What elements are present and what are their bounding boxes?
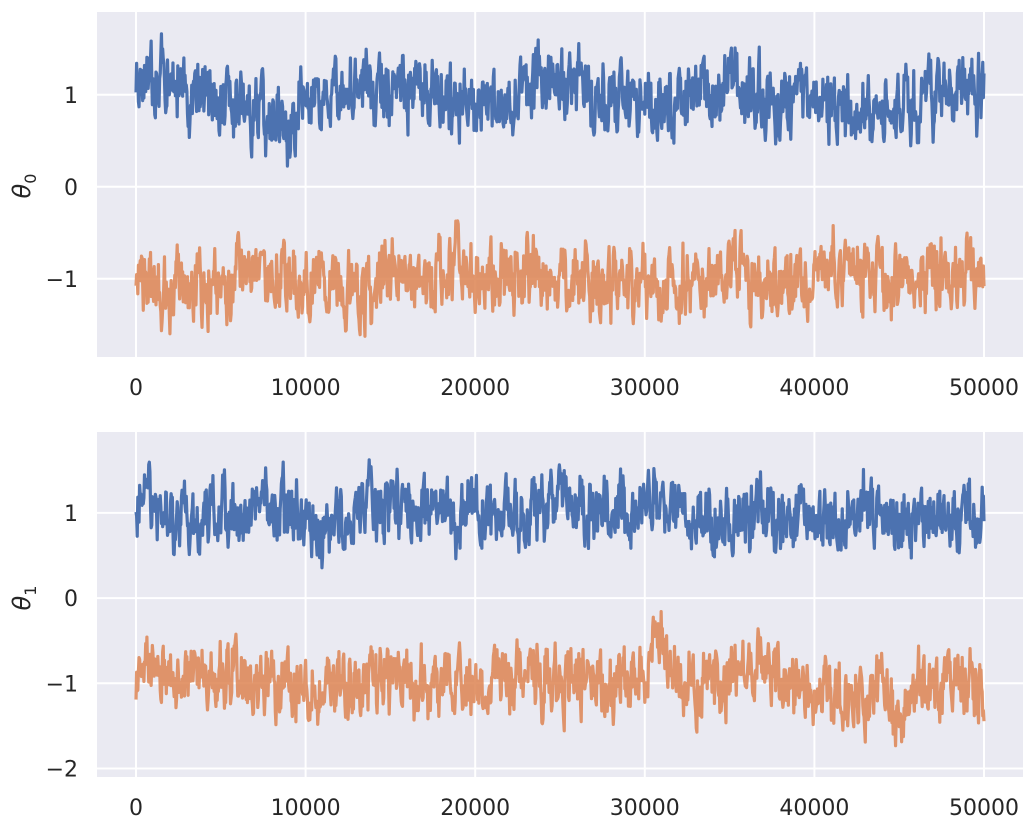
x-tick-labels-theta0: 0 10000 20000 30000 40000 50000 bbox=[129, 376, 1019, 401]
y-axis-label-theta0: θ0 bbox=[8, 174, 40, 199]
x-tick-label: 20000 bbox=[440, 376, 510, 401]
panel-theta0: 0 10000 20000 30000 40000 50000 10−1 θ0 bbox=[8, 12, 1023, 401]
y-tick-label: −1 bbox=[46, 672, 78, 697]
x-tick-label: 40000 bbox=[779, 376, 849, 401]
x-tick-label: 30000 bbox=[610, 796, 680, 821]
x-tick-label: 10000 bbox=[271, 376, 341, 401]
x-tick-label: 0 bbox=[129, 796, 143, 821]
y-tick-label: 0 bbox=[64, 587, 78, 612]
x-tick-label: 40000 bbox=[779, 796, 849, 821]
trace-line-chain-1 bbox=[134, 32, 986, 168]
x-tick-label: 0 bbox=[129, 376, 143, 401]
y-tick-label: 1 bbox=[64, 84, 78, 109]
x-tick-labels-theta1: 0 10000 20000 30000 40000 50000 bbox=[129, 796, 1019, 821]
y-tick-labels-theta1: 1 0 −1 −2 bbox=[46, 502, 78, 783]
y-axis-label-theta1-subscript: 1 bbox=[21, 586, 40, 596]
panel-theta1: 0 10000 20000 30000 40000 50000 10−1−2 θ1 bbox=[8, 432, 1023, 821]
x-tick-label: 20000 bbox=[440, 796, 510, 821]
y-axis-label-theta1: θ1 bbox=[8, 586, 40, 611]
x-tick-label: 30000 bbox=[610, 376, 680, 401]
y-axis-label-theta1-base: θ bbox=[8, 595, 36, 610]
y-tick-label: −2 bbox=[46, 757, 78, 782]
y-tick-label: 0 bbox=[64, 176, 78, 201]
y-tick-labels-theta0: 1 0 −1 bbox=[46, 84, 78, 293]
y-tick-label: 1 bbox=[64, 502, 78, 527]
y-axis-label-theta0-base: θ bbox=[8, 183, 36, 198]
y-axis-label-theta0-subscript: 0 bbox=[21, 174, 40, 184]
trace-line-chain-1 bbox=[134, 458, 986, 570]
x-tick-label: 50000 bbox=[949, 376, 1019, 401]
series-lines-theta0 bbox=[134, 32, 986, 338]
y-tick-label: −1 bbox=[46, 268, 78, 293]
x-tick-label: 10000 bbox=[271, 796, 341, 821]
series-lines-theta1 bbox=[134, 458, 986, 748]
trace-line-chain-2 bbox=[134, 610, 986, 748]
x-tick-label: 50000 bbox=[949, 796, 1019, 821]
trace-line-chain-2 bbox=[134, 219, 986, 338]
